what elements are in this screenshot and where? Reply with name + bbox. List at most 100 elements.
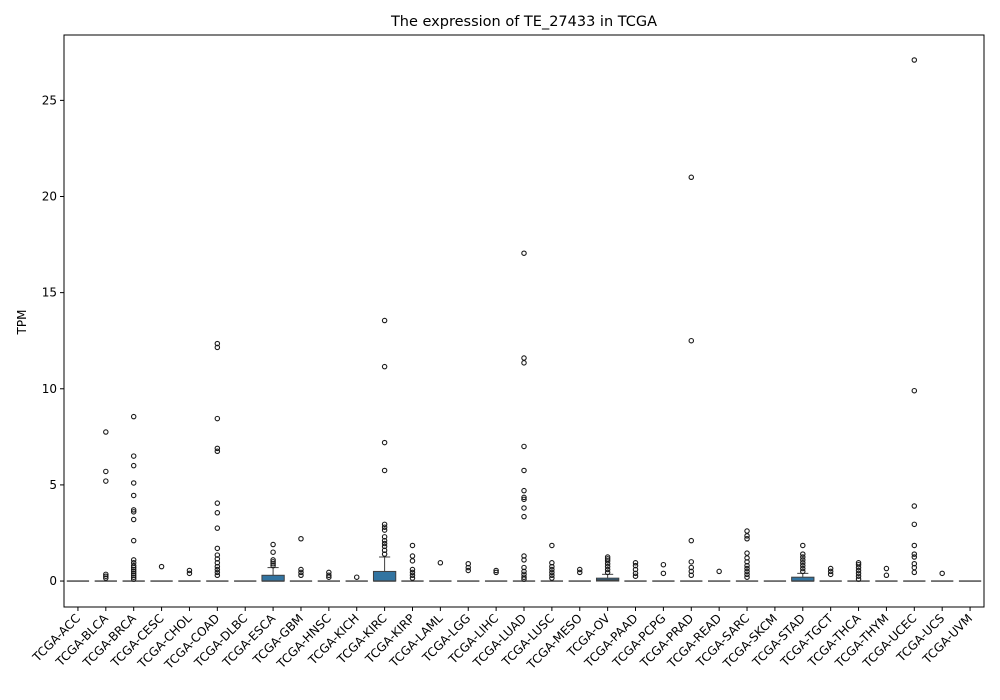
- outlier-point: [911, 503, 918, 509]
- outlier-point: [521, 467, 527, 474]
- box-tcga-prad: [680, 174, 703, 582]
- outlier-point: [298, 566, 304, 573]
- outlier-point: [381, 547, 388, 554]
- box-tcga-thym: [875, 565, 898, 582]
- outlier-point: [800, 554, 806, 560]
- outlier-point: [800, 568, 806, 575]
- outlier-point: [911, 564, 918, 571]
- outlier-point: [688, 564, 695, 571]
- outlier-point: [521, 564, 527, 571]
- outlier-point: [521, 494, 527, 501]
- outlier-point: [800, 542, 806, 549]
- box-tcga-hnsc: [317, 569, 340, 582]
- outlier-point: [409, 566, 416, 573]
- outlier-point: [911, 57, 918, 63]
- outlier-point: [604, 554, 611, 560]
- outlier-point: [521, 571, 527, 578]
- outlier-point: [604, 558, 611, 564]
- outlier-point: [270, 541, 276, 548]
- outlier-point: [353, 574, 360, 580]
- outlier-point: [577, 566, 583, 573]
- outlier-point: [521, 487, 527, 494]
- outlier-point: [688, 174, 695, 181]
- box-tcga-blca: [94, 429, 117, 582]
- outlier-point: [521, 513, 527, 520]
- outlier-point: [214, 569, 221, 576]
- outlier-point: [744, 550, 750, 556]
- outlier-point: [381, 537, 388, 544]
- outlier-point: [130, 507, 137, 513]
- outlier-point: [381, 540, 388, 547]
- outlier-point: [855, 576, 862, 582]
- outlier-point: [103, 575, 109, 581]
- outlier-point: [130, 568, 137, 575]
- outlier-point: [214, 445, 221, 452]
- outlier-point: [381, 551, 388, 557]
- outlier-point: [744, 574, 750, 580]
- outlier-point: [632, 566, 639, 573]
- outlier-point: [521, 355, 527, 361]
- outlier-point: [521, 443, 527, 450]
- outlier-point: [855, 570, 862, 577]
- outlier-point: [214, 545, 221, 552]
- outlier-point: [130, 560, 137, 566]
- outlier-point: [604, 556, 611, 562]
- box-tcga-brca: [122, 413, 145, 582]
- outlier-point: [800, 557, 806, 563]
- outlier-point: [800, 562, 806, 569]
- box-tcga-read: [708, 568, 731, 582]
- outlier-point: [465, 564, 471, 571]
- outlier-point: [130, 557, 137, 563]
- outlier-point: [521, 574, 527, 580]
- outlier-point: [493, 569, 499, 576]
- box-tcga-ov: [595, 554, 620, 582]
- outlier-point: [130, 537, 137, 544]
- outlier-point: [186, 570, 193, 577]
- outlier-point: [604, 566, 611, 573]
- outlier-point: [855, 567, 862, 574]
- outlier-point: [911, 521, 918, 528]
- outlier-point: [381, 527, 388, 533]
- box-tcga-chol: [178, 567, 201, 582]
- outlier-point: [800, 560, 806, 566]
- outlier-point: [298, 569, 304, 576]
- y-tick-label: 5: [49, 478, 57, 492]
- outlier-point: [744, 533, 750, 539]
- box-tcga-ucs: [931, 570, 954, 582]
- outlier-point: [549, 542, 555, 549]
- outlier-point: [744, 559, 750, 565]
- outlier-point: [911, 569, 918, 576]
- box-tcga-luad: [512, 250, 536, 582]
- outlier-point: [270, 562, 276, 569]
- outlier-point: [521, 250, 527, 256]
- box-tcga-kich: [345, 574, 368, 582]
- outlier-point: [521, 360, 527, 366]
- outlier-point: [130, 516, 137, 523]
- outlier-point: [409, 542, 416, 549]
- outlier-point: [214, 340, 221, 347]
- outlier-point: [130, 413, 137, 420]
- outlier-point: [214, 563, 221, 570]
- y-axis: 0 5 10 15 20 25: [42, 93, 64, 588]
- outlier-point: [855, 561, 862, 568]
- outlier-point: [103, 571, 109, 578]
- outlier-point: [214, 448, 221, 455]
- outlier-point: [270, 557, 276, 563]
- outlier-point: [130, 462, 137, 469]
- outlier-point: [604, 563, 611, 570]
- outlier-point: [130, 570, 137, 577]
- outlier-point: [130, 480, 137, 486]
- outlier-point: [214, 415, 221, 422]
- outlier-point: [298, 572, 304, 579]
- outlier-point: [381, 467, 388, 474]
- outlier-point: [688, 537, 695, 544]
- chart-title: The expression of TE_27433 in TCGA: [390, 14, 657, 30]
- outlier-point: [409, 569, 416, 576]
- box-iqr: [372, 570, 397, 582]
- box-tcga-coad: [206, 340, 229, 582]
- box-tcga-kirp: [401, 542, 424, 582]
- outlier-point: [827, 568, 834, 575]
- outlier-point: [270, 560, 276, 567]
- box-tcga-laml: [429, 560, 452, 582]
